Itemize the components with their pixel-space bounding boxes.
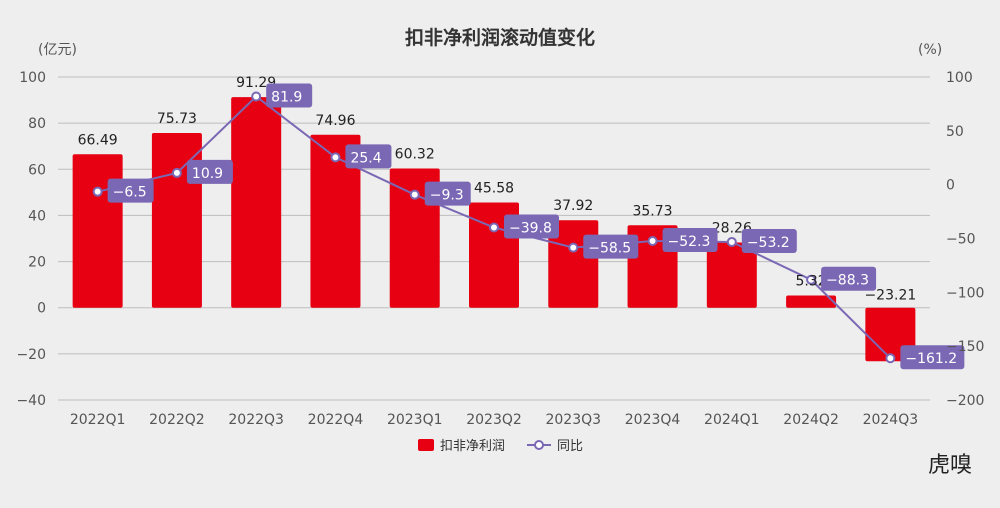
yoy-label-box [583,234,639,259]
bar [310,134,361,308]
x-tick-label: 2022Q3 [228,412,284,428]
left-tick-label: 100 [19,70,46,86]
right-tick-label: −150 [946,339,984,355]
yoy-marker [409,189,420,200]
x-tick-label: 2023Q3 [545,412,601,428]
yoy-marker [568,242,579,253]
yoy-label-box [345,144,392,169]
yoy-value-label: −88.3 [826,273,869,289]
x-tick-label: 2024Q2 [783,412,839,428]
yoy-marker [171,167,182,178]
x-tick-label: 2022Q4 [308,412,364,428]
x-tick-label: 2022Q1 [70,412,126,428]
yoy-value-label: −161.2 [905,351,957,367]
yoy-marker [489,222,499,233]
right-tick-label: −200 [946,393,984,409]
yoy-label-box [266,83,313,108]
x-tick-label: 2023Q1 [387,412,443,428]
right-axis-unit: (%) [918,42,942,58]
yoy-label-box [186,159,233,184]
right-tick-label: −50 [946,232,976,248]
bar-value-label: 35.73 [632,203,672,219]
yoy-value-label: −58.5 [588,241,631,257]
yoy-value-label: 25.4 [350,150,381,166]
yoy-value-label: 10.9 [192,166,223,182]
right-tick-label: 50 [946,124,964,140]
left-tick-label: 80 [28,116,46,132]
x-tick-label: 2023Q4 [625,412,681,428]
yoy-marker [251,91,262,102]
chart-title: 扣非净利润滚动值变化 [405,26,595,49]
yoy-label-box [821,266,877,291]
left-tick-label: 60 [28,162,46,178]
x-tick-label: 2023Q2 [466,412,522,428]
yoy-value-label: −52.3 [668,234,711,250]
left-tick-label: −40 [16,393,46,409]
yoy-label-box [900,345,965,370]
left-axis-unit: (亿元) [38,42,77,58]
watermark-logo: 虎嗅 [928,453,972,478]
legend-bar-swatch [418,439,434,451]
x-tick-label: 2022Q2 [149,412,205,428]
left-tick-label: 20 [28,255,46,271]
bar-value-label: 74.96 [315,113,355,129]
yoy-label-box [741,228,797,253]
right-tick-label: −100 [946,285,984,301]
bar-value-label: 5.32 [796,273,827,289]
yoy-value-label: −9.3 [430,188,464,204]
yoy-label-box [504,214,559,239]
left-tick-label: −20 [16,347,46,363]
x-tick-label: 2024Q1 [704,412,760,428]
yoy-value-label: 81.9 [271,89,302,105]
bar-value-label: 66.49 [78,132,118,148]
yoy-marker [885,353,896,364]
right-tick-label: 100 [946,70,973,86]
bar [706,242,757,308]
yoy-value-label: −39.8 [509,221,552,237]
left-tick-label: 40 [28,208,46,224]
right-tick-label: 0 [946,178,955,194]
bar-value-label: 45.58 [474,181,514,197]
yoy-label-box [424,181,471,206]
bar [231,97,282,308]
legend-line-label: 同比 [557,439,583,454]
yoy-marker [806,274,817,285]
bar [151,132,202,308]
legend-bar-label: 扣非净利润 [440,439,505,454]
yoy-marker [330,152,341,163]
yoy-value-label: −53.2 [747,235,790,251]
x-tick-label: 2024Q3 [863,412,919,428]
yoy-value-label: −6.5 [113,185,147,201]
bar-value-label: 75.73 [157,111,197,127]
bar [786,295,837,308]
bar-value-label: −23.21 [864,288,916,304]
yoy-label-box [107,178,154,203]
yoy-marker [726,236,737,247]
bar [72,154,123,308]
yoy-marker [92,186,103,197]
bar-value-label: 60.32 [395,147,435,163]
legend: 扣非净利润 同比 [418,439,583,454]
left-tick-label: 0 [37,301,46,317]
bar-value-label: 37.92 [553,198,593,214]
yoy-marker [647,235,658,246]
yoy-label-box [662,227,718,252]
legend-line-marker [534,440,544,450]
